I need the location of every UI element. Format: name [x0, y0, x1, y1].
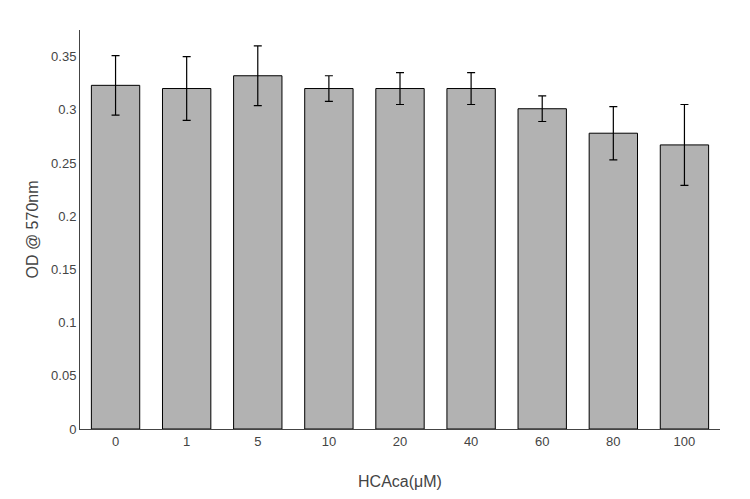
svg-text:0: 0	[69, 422, 76, 437]
svg-text:0: 0	[112, 434, 119, 449]
svg-text:0.1: 0.1	[58, 315, 76, 330]
svg-text:20: 20	[393, 434, 407, 449]
svg-text:0.25: 0.25	[51, 156, 76, 171]
svg-text:80: 80	[606, 434, 620, 449]
svg-text:OD @ 570nm: OD @ 570nm	[24, 180, 41, 278]
svg-text:0.35: 0.35	[51, 49, 76, 64]
svg-text:0.3: 0.3	[58, 102, 76, 117]
svg-text:0.05: 0.05	[51, 368, 76, 383]
svg-text:0.2: 0.2	[58, 209, 76, 224]
svg-text:HCAca(μM): HCAca(μM)	[358, 473, 442, 490]
svg-text:0.15: 0.15	[51, 262, 76, 277]
svg-text:1: 1	[183, 434, 190, 449]
svg-text:5: 5	[254, 434, 261, 449]
svg-text:10: 10	[322, 434, 336, 449]
svg-text:60: 60	[535, 434, 549, 449]
svg-text:100: 100	[674, 434, 696, 449]
svg-text:40: 40	[464, 434, 478, 449]
